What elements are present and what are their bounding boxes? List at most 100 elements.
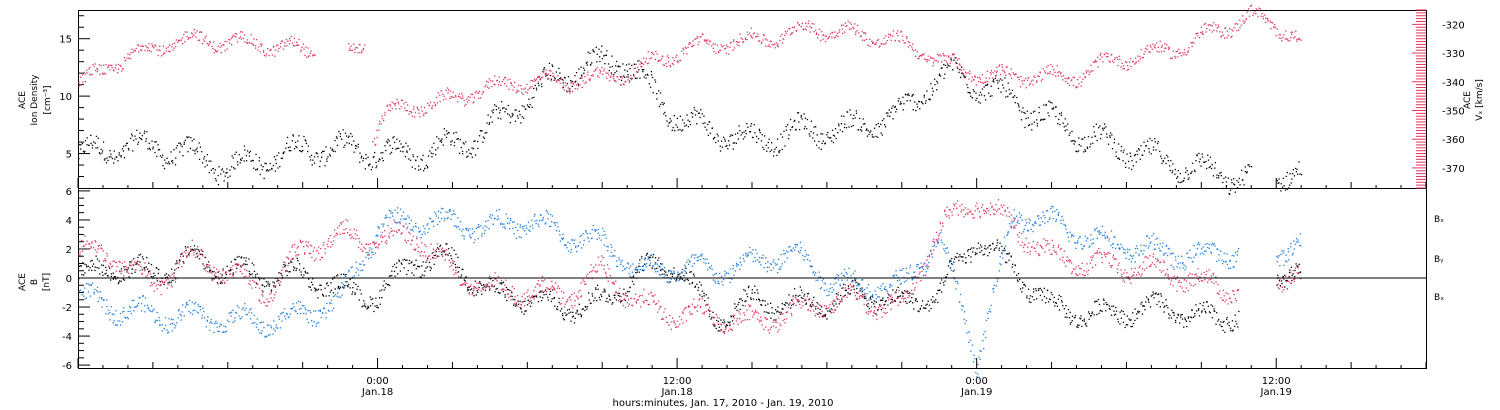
top-data-point: [1161, 45, 1163, 47]
bottom-data-point: [234, 317, 236, 319]
bottom-data-point: [284, 265, 286, 268]
top-data-point: [1118, 55, 1120, 57]
bottom-data-point: [362, 305, 364, 307]
top-data-point: [558, 80, 560, 82]
top-data-point: [925, 59, 927, 61]
top-data-point: [1038, 75, 1040, 77]
bottom-data-point: [723, 331, 725, 333]
bottom-data-point: [394, 209, 396, 211]
top-data-point: [197, 39, 199, 41]
top-data-point: [985, 99, 987, 101]
bottom-data-point: [398, 259, 400, 261]
top-data-point: [633, 63, 635, 65]
top-data-point: [137, 141, 140, 143]
bottom-data-point: [101, 264, 103, 266]
bottom-data-point: [616, 265, 618, 268]
bottom-data-point: [790, 304, 793, 307]
top-data-point: [147, 50, 149, 52]
top-data-point: [860, 129, 862, 131]
bottom-data-point: [781, 308, 783, 310]
bottom-data-point: [145, 266, 147, 268]
bottom-data-point: [180, 319, 182, 321]
top-data-point: [608, 69, 610, 72]
top-data-point: [84, 73, 87, 75]
bottom-data-point: [687, 279, 689, 281]
bottom-data-point: [248, 311, 250, 313]
bottom-data-point: [523, 225, 525, 227]
bottom-data-point: [538, 291, 541, 293]
bottom-data-point: [528, 229, 530, 231]
bottom-data-point: [130, 307, 132, 309]
bottom-data-point: [889, 302, 892, 304]
bottom-data-point: [234, 320, 236, 322]
top-data-point: [1045, 103, 1047, 106]
top-data-point: [1024, 126, 1026, 129]
bottom-data-point: [115, 278, 117, 280]
bottom-data-point: [626, 295, 628, 297]
bottom-data-point: [230, 269, 232, 272]
top-data-point: [201, 31, 203, 33]
top-data-point: [974, 75, 976, 77]
top-data-point: [1180, 55, 1182, 57]
top-data-point: [350, 133, 352, 135]
bottom-data-point: [959, 254, 961, 256]
top-data-point: [155, 45, 157, 47]
top-data-point: [351, 144, 353, 146]
top-data-point: [688, 42, 690, 44]
top-data-point: [1052, 73, 1054, 76]
bottom-data-point: [278, 272, 280, 274]
top-data-point: [168, 161, 170, 163]
top-data-point: [88, 144, 90, 146]
top-data-point: [477, 92, 480, 94]
bottom-data-point: [958, 259, 960, 262]
top-data-point: [1243, 184, 1245, 186]
top-data-point: [981, 88, 984, 90]
top-data-point: [964, 71, 967, 73]
bottom-data-point: [153, 308, 155, 310]
bottom-data-point: [1226, 323, 1229, 325]
top-data-point: [374, 151, 376, 154]
bottom-data-point: [408, 262, 410, 265]
bottom-data-point: [397, 273, 399, 275]
bottom-data-point: [696, 283, 698, 285]
top-data-point: [810, 120, 813, 122]
bottom-data-point: [123, 307, 125, 309]
bottom-data-point: [186, 301, 188, 304]
top-data-point: [450, 141, 452, 143]
bottom-data-point: [1298, 263, 1300, 265]
top-data-point: [1213, 22, 1215, 24]
bottom-data-point: [240, 256, 243, 258]
bottom-data-point: [205, 267, 207, 269]
top-data-point: [1234, 23, 1236, 25]
top-data-point: [626, 76, 628, 78]
top-data-point: [226, 48, 228, 50]
bottom-data-point: [862, 294, 864, 296]
top-data-point: [1106, 133, 1108, 135]
bottom-data-point: [998, 247, 1000, 249]
top-data-point: [904, 42, 907, 44]
top-data-point: [533, 78, 536, 80]
top-data-point: [1070, 140, 1072, 142]
bottom-data-point: [659, 266, 661, 268]
top-data-point: [852, 124, 854, 127]
top-data-point: [128, 149, 130, 151]
top-data-point: [377, 160, 380, 162]
top-data-point: [312, 159, 314, 161]
top-data-point: [261, 43, 263, 46]
top-data-point: [1051, 65, 1054, 68]
top-data-point: [1250, 4, 1253, 7]
bottom-data-point: [1207, 305, 1209, 307]
bottom-data-point: [1013, 271, 1015, 273]
top-data-point: [628, 81, 631, 83]
bottom-data-point: [352, 291, 354, 293]
bottom-data-point: [450, 218, 452, 221]
top-data-point: [1128, 68, 1130, 71]
top-data-point: [577, 84, 580, 86]
top-data-point: [812, 137, 814, 139]
bottom-data-point: [489, 289, 491, 291]
top-data-point: [1158, 51, 1160, 53]
top-data-point: [870, 130, 872, 132]
bottom-data-point: [760, 304, 762, 306]
bottom-data-point: [932, 296, 934, 298]
bottom-data-point: [1117, 318, 1119, 320]
